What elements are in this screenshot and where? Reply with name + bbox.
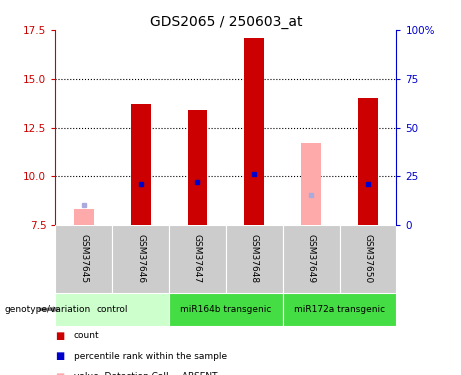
Text: GSM37646: GSM37646 [136, 234, 145, 284]
Bar [226, 225, 283, 292]
Text: control: control [96, 305, 128, 314]
Text: GSM37648: GSM37648 [250, 234, 259, 284]
Text: value, Detection Call = ABSENT: value, Detection Call = ABSENT [74, 372, 217, 375]
Text: ■: ■ [55, 351, 65, 361]
Bar [55, 225, 112, 292]
Text: miR164b transgenic: miR164b transgenic [180, 305, 272, 314]
Bar [301, 143, 321, 225]
Text: ■: ■ [55, 372, 65, 375]
Text: GSM37645: GSM37645 [79, 234, 88, 284]
Bar [283, 292, 396, 326]
Bar [169, 225, 226, 292]
Text: GSM37650: GSM37650 [364, 234, 372, 284]
Text: count: count [74, 331, 100, 340]
Text: genotype/variation: genotype/variation [5, 305, 91, 314]
Bar [112, 225, 169, 292]
Bar [169, 292, 283, 326]
Bar [130, 104, 151, 225]
Bar [283, 225, 340, 292]
Text: GSM37647: GSM37647 [193, 234, 202, 284]
Text: miR172a transgenic: miR172a transgenic [294, 305, 385, 314]
Text: GSM37649: GSM37649 [307, 234, 316, 284]
Bar [340, 225, 396, 292]
Bar [358, 98, 378, 225]
Bar [244, 38, 264, 225]
Bar [55, 292, 169, 326]
Text: ■: ■ [55, 331, 65, 340]
Bar [188, 110, 207, 225]
Text: percentile rank within the sample: percentile rank within the sample [74, 352, 227, 361]
Text: GDS2065 / 250603_at: GDS2065 / 250603_at [150, 15, 302, 29]
Bar [74, 209, 94, 225]
